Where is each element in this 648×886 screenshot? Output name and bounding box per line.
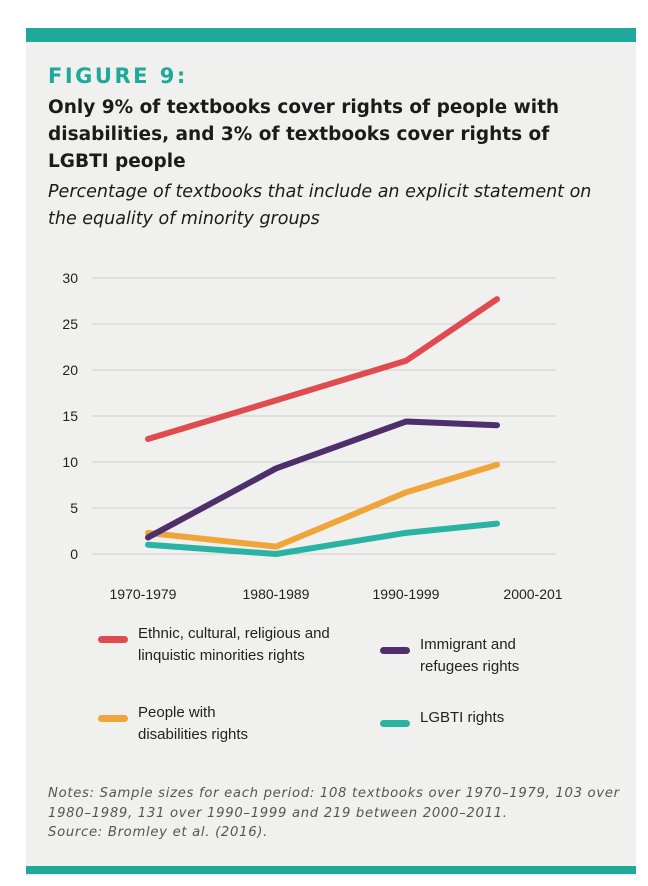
legend-item-immigrant: Immigrant and refugees rights <box>380 634 519 678</box>
figure-panel <box>26 28 636 876</box>
legend-swatch-lgbti <box>380 720 410 727</box>
legend-label-disabilities: People with disabilities rights <box>138 704 249 743</box>
y-tick-label: 20 <box>62 362 78 378</box>
y-tick-label: 30 <box>62 270 78 286</box>
series-line <box>145 418 500 541</box>
legend-swatch-ethnic <box>98 636 128 643</box>
legend-item-lgbti: LGBTI rights <box>380 707 504 729</box>
series-line <box>145 520 500 557</box>
legend-item-ethnic: Ethnic, cultural, religious and linquist… <box>98 623 330 667</box>
x-tick-label: 1970-1979 <box>110 586 177 602</box>
legend-swatch-disabilities <box>98 715 128 722</box>
series-lines <box>145 296 500 557</box>
legend-swatch-immigrant <box>380 647 410 654</box>
figure-label: FIGURE 9: <box>48 64 188 88</box>
bottom-accent-bar <box>26 866 636 874</box>
notes-text: Notes: Sample sizes for each period: 108… <box>48 786 620 821</box>
chart-notes: Notes: Sample sizes for each period: 108… <box>48 784 623 843</box>
y-tick-label: 25 <box>62 316 78 332</box>
legend-label-lgbti: LGBTI rights <box>420 709 505 726</box>
y-tick-label: 5 <box>70 500 78 516</box>
x-tick-label: 2000-201 <box>503 586 562 602</box>
x-tick-label: 1980-1989 <box>243 586 310 602</box>
x-axis-ticks: 1970-1979 1980-1989 1990-1999 2000-201 <box>110 586 563 602</box>
y-axis-ticks: 0 5 10 15 20 25 30 <box>62 270 78 562</box>
series-line <box>145 296 500 442</box>
chart-subtitle: Percentage of textbooks that include an … <box>48 182 592 229</box>
series-line <box>145 461 500 550</box>
x-tick-label: 1990-1999 <box>373 586 440 602</box>
legend-label-immigrant: Immigrant and refugees rights <box>420 636 520 675</box>
y-tick-label: 0 <box>70 546 78 562</box>
legend-item-disabilities: People with disabilities rights <box>98 702 248 746</box>
top-accent-bar <box>26 28 636 42</box>
y-tick-label: 10 <box>62 454 78 470</box>
source-text: Source: Bromley et al. (2016). <box>48 825 269 840</box>
legend-label-ethnic: Ethnic, cultural, religious and linquist… <box>138 625 330 664</box>
gridlines <box>92 277 556 555</box>
chart-title: Only 9% of textbooks cover rights of peo… <box>48 97 560 172</box>
y-tick-label: 15 <box>62 408 78 424</box>
